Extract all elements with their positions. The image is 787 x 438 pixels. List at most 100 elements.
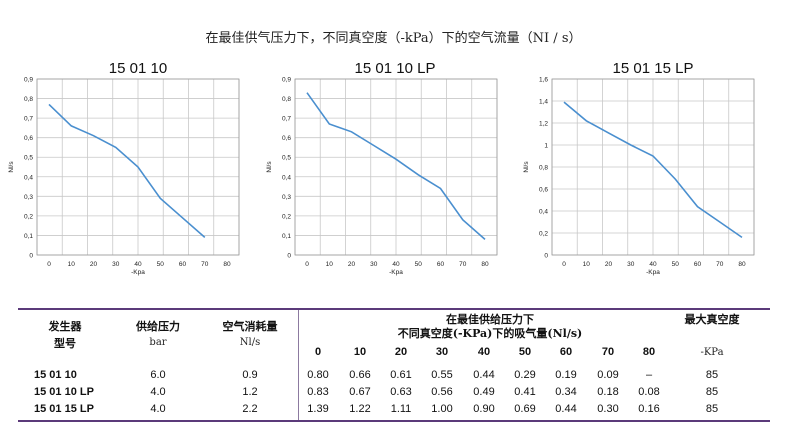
cell-flow: 0.55 bbox=[431, 369, 453, 381]
vacuum-level-0: 0 bbox=[314, 346, 322, 358]
vacuum-level-40: 40 bbox=[477, 346, 491, 358]
y-tick-label: 0,2 bbox=[282, 213, 291, 220]
y-tick-label: 0,3 bbox=[282, 194, 291, 201]
x-tick-label: 50 bbox=[415, 261, 423, 268]
y-tick-label: 0,2 bbox=[539, 231, 548, 238]
y-tick-label: 1 bbox=[544, 143, 548, 150]
chart-title-3: 15 01 15 LP bbox=[612, 60, 694, 77]
y-tick-label: 0,1 bbox=[24, 233, 33, 240]
x-tick-label: 40 bbox=[134, 261, 142, 268]
cell-model: 15 01 15 LP bbox=[34, 403, 94, 415]
table-top-rule bbox=[18, 308, 770, 310]
cell-flow: 0.67 bbox=[349, 386, 371, 398]
table-row: 15 01 10 LP 4.0 1.2 0.83 0.67 0.63 0.56 0.49 0.4… bbox=[0, 386, 787, 403]
table-row: 15 01 15 LP 4.0 2.2 1.39 1.22 1.11 1.00 0.90 0.6… bbox=[0, 403, 787, 420]
vacuum-level-10: 10 bbox=[353, 346, 367, 358]
cell-flow: 0.44 bbox=[473, 369, 495, 381]
vacuum-level-80: 80 bbox=[642, 346, 656, 358]
x-tick-label: 40 bbox=[392, 261, 400, 268]
cell-flow: – bbox=[645, 369, 653, 381]
table-bottom-rule bbox=[18, 420, 770, 422]
line-chart-150110lp: 0 0,1 0,2 0,3 0,4 0,5 0,6 0,7 0,8 0,9 0 10 20 30 40 50 6… bbox=[266, 77, 498, 276]
cell-model: 15 01 10 bbox=[34, 369, 77, 381]
vacuum-level-30: 30 bbox=[435, 346, 449, 358]
x-tick-label: 80 bbox=[481, 261, 489, 268]
x-tick-label: 50 bbox=[157, 261, 165, 268]
series-line bbox=[563, 101, 743, 239]
series-line bbox=[48, 103, 206, 239]
page-title: 在最佳供气压力下，不同真空度（-kPa）下的空气流量（NI / s） bbox=[205, 31, 582, 46]
table-divider bbox=[298, 310, 299, 420]
header-consumption-unit: Nl/s bbox=[239, 337, 261, 348]
x-tick-label: 70 bbox=[201, 261, 209, 268]
y-tick-label: 0,3 bbox=[24, 194, 33, 201]
x-tick-label: 30 bbox=[627, 261, 635, 268]
x-tick-label: 70 bbox=[716, 261, 724, 268]
x-axis-label: -Kpa bbox=[646, 269, 660, 276]
cell-flow: 0.34 bbox=[555, 386, 577, 398]
x-tick-label: 30 bbox=[112, 261, 120, 268]
cell-flow: 0.63 bbox=[390, 386, 412, 398]
line-chart-150115lp: 0 0,2 0,4 0,6 0,8 1 1,2 1,4 1,6 0 10 20 30 40 50 60 70 80… bbox=[523, 77, 755, 276]
cell-consumption: 2.2 bbox=[242, 403, 258, 415]
cell-flow: 0.61 bbox=[390, 369, 412, 381]
y-tick-label: 1,6 bbox=[539, 77, 548, 84]
y-tick-label: 0,4 bbox=[282, 174, 291, 181]
cell-flow: 1.00 bbox=[431, 403, 453, 415]
cell-flow: 0.80 bbox=[307, 369, 329, 381]
x-tick-label: 80 bbox=[738, 261, 746, 268]
vacuum-level-60: 60 bbox=[559, 346, 573, 358]
x-tick-label: 10 bbox=[583, 261, 591, 268]
x-axis-label: -Kpa bbox=[389, 269, 403, 276]
y-tick-label: 1,2 bbox=[539, 121, 548, 128]
y-tick-label: 0,7 bbox=[282, 116, 291, 123]
y-tick-label: 0,2 bbox=[24, 213, 33, 220]
y-tick-label: 0,9 bbox=[24, 77, 33, 84]
vacuum-level-20: 20 bbox=[394, 346, 408, 358]
chart-title-2: 15 01 10 LP bbox=[354, 60, 436, 77]
chart-title-1: 15 01 10 bbox=[108, 60, 168, 77]
x-tick-label: 20 bbox=[90, 261, 98, 268]
cell-consumption: 1.2 bbox=[242, 386, 258, 398]
cell-flow: 0.16 bbox=[638, 403, 660, 415]
y-tick-label: 0,6 bbox=[24, 135, 33, 142]
x-tick-label: 60 bbox=[179, 261, 187, 268]
x-tick-label: 0 bbox=[562, 261, 566, 268]
cell-flow: 0.66 bbox=[349, 369, 371, 381]
cell-flow: 0.56 bbox=[431, 386, 453, 398]
plot-frame bbox=[36, 78, 240, 256]
cell-pressure: 4.0 bbox=[150, 386, 166, 398]
cell-flow: 1.39 bbox=[307, 403, 329, 415]
cell-flow: 0.30 bbox=[597, 403, 619, 415]
y-tick-label: 0,4 bbox=[539, 209, 548, 216]
y-tick-label: 0 bbox=[29, 253, 33, 260]
y-tick-label: 0,8 bbox=[24, 96, 33, 103]
cell-flow: 0.09 bbox=[597, 369, 619, 381]
y-tick-label: 0,5 bbox=[282, 155, 291, 162]
table-row: 15 01 10 6.0 0.9 0.80 0.66 0.61 0.55 0.44 0.29 0.… bbox=[0, 369, 787, 386]
vacuum-level-50: 50 bbox=[518, 346, 532, 358]
cell-consumption: 0.9 bbox=[242, 369, 258, 381]
y-axis-label: Nl/s bbox=[266, 161, 273, 173]
x-tick-label: 20 bbox=[605, 261, 613, 268]
x-tick-label: 0 bbox=[305, 261, 309, 268]
y-tick-label: 0,9 bbox=[282, 77, 291, 84]
x-tick-label: 30 bbox=[370, 261, 378, 268]
header-pressure-unit: bar bbox=[149, 337, 167, 348]
plot-frame bbox=[294, 78, 498, 256]
cell-flow: 0.90 bbox=[473, 403, 495, 415]
cell-flow: 0.19 bbox=[555, 369, 577, 381]
x-tick-label: 60 bbox=[694, 261, 702, 268]
header-model: 型号 bbox=[54, 337, 76, 350]
vacuum-level-70: 70 bbox=[601, 346, 615, 358]
cell-flow: 0.41 bbox=[514, 386, 536, 398]
y-tick-label: 1,4 bbox=[539, 99, 548, 106]
x-tick-label: 50 bbox=[672, 261, 680, 268]
y-axis-label: Nl/s bbox=[8, 161, 15, 173]
cell-flow: 0.08 bbox=[638, 386, 660, 398]
header-max-vacuum-unit: -KPa bbox=[700, 347, 724, 358]
series-line bbox=[306, 92, 486, 240]
y-tick-label: 0,8 bbox=[539, 165, 548, 172]
cell-flow: 0.18 bbox=[597, 386, 619, 398]
y-tick-label: 0,8 bbox=[282, 96, 291, 103]
